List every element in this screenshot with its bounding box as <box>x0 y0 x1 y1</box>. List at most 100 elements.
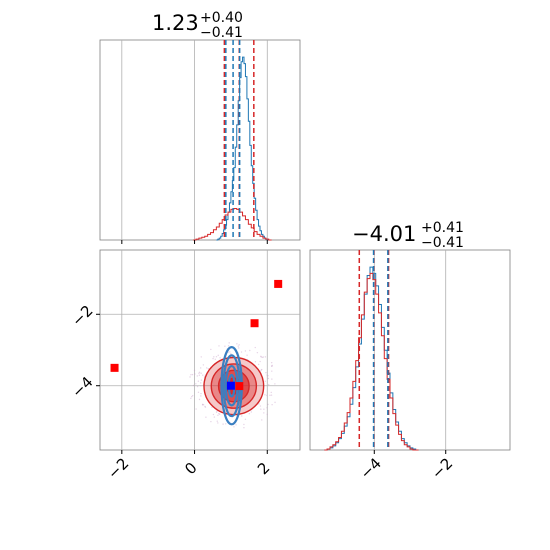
joint-scatter-point <box>262 356 264 358</box>
joint-scatter-point <box>205 367 208 369</box>
joint-scatter-point <box>217 422 219 424</box>
joint-scatter-point <box>212 357 214 360</box>
marginal-y-xtick-label: −2 <box>428 454 456 482</box>
joint-scatter-point <box>229 351 231 353</box>
joint-scatter-point <box>271 365 273 367</box>
joint-scatter-point <box>197 380 200 382</box>
joint-scatter-point <box>238 347 240 349</box>
joint-scatter-point <box>200 395 202 397</box>
joint-scatter-point <box>261 356 263 359</box>
joint-scatter-point <box>227 345 230 347</box>
joint-scatter-point <box>213 416 216 418</box>
joint-scatter-point <box>224 345 226 347</box>
joint-scatter-point <box>250 411 253 413</box>
joint-scatter-point <box>202 364 205 366</box>
joint-scatter-point <box>197 391 200 393</box>
joint-scatter-point <box>270 391 272 394</box>
joint-scatter-point <box>210 348 212 351</box>
joint-frame <box>99 249 301 451</box>
joint-scatter-point <box>190 397 192 400</box>
joint-scatter-point <box>260 356 262 358</box>
joint-scatter-point <box>267 377 270 380</box>
joint-scatter-point <box>248 413 251 415</box>
joint-scatter-point <box>271 364 273 367</box>
joint-scatter-point <box>211 406 213 408</box>
joint-scatter-point <box>266 413 268 416</box>
marginal-x-grid <box>121 40 268 240</box>
joint-scatter-point <box>190 374 192 376</box>
joint-scatter-point <box>200 385 202 387</box>
joint-panel: −2 0 2 −4 −2 <box>68 249 301 483</box>
joint-scatter-point <box>246 354 248 356</box>
joint-scatter-point <box>202 374 204 376</box>
joint-xtick-label: 0 <box>181 459 200 478</box>
marginal-y-histograms <box>324 266 419 451</box>
joint-scatter-point <box>256 351 259 354</box>
joint-scatter-point <box>196 385 199 388</box>
marginal-y-title-lower: −0.41 <box>421 235 464 251</box>
joint-scatter-point <box>200 392 202 395</box>
joint-scatter-point <box>265 371 267 374</box>
joint-scatter-point <box>225 423 227 425</box>
joint-ytick-label: −4 <box>68 373 96 401</box>
joint-scatter-point <box>213 356 215 358</box>
joint-scatter-point <box>271 370 273 372</box>
marginal-y-title-upper: +0.41 <box>421 220 464 236</box>
joint-scatter-point <box>233 426 235 428</box>
marginal-y-frame <box>309 249 511 451</box>
joint-scatter-point <box>241 415 243 417</box>
joint-scatter-point <box>195 383 197 385</box>
joint-scatter-point <box>254 361 257 363</box>
joint-xtick-label: 2 <box>254 459 273 478</box>
joint-scatter-point <box>200 382 202 384</box>
joint-scatter-point <box>266 407 268 409</box>
marginal-y-quantile-lines <box>358 250 390 450</box>
joint-scatter-point <box>271 403 273 406</box>
joint-truth-marker-red <box>274 279 283 288</box>
joint-scatter-point <box>217 354 219 357</box>
joint-scatter-point <box>243 423 245 426</box>
marginal-x-ticks <box>121 240 268 244</box>
joint-scatter-point <box>202 404 205 406</box>
joint-ytick-label: −2 <box>68 302 96 330</box>
joint-scatter-point <box>191 394 194 397</box>
joint-scatter-point <box>218 413 221 415</box>
joint-scatter-point <box>254 346 256 349</box>
joint-scatter-point <box>207 367 210 370</box>
marginal-x-frame <box>99 39 301 241</box>
marginal-x-title-upper: +0.40 <box>200 10 243 26</box>
joint-scatter-point <box>204 406 207 408</box>
joint-scatter-point <box>260 369 262 371</box>
joint-scatter-point <box>266 374 268 376</box>
joint-scatter-point <box>240 351 243 353</box>
joint-truth-marker-blue <box>226 381 235 390</box>
joint-scatter-point <box>194 373 196 375</box>
joint-scatter-point <box>238 344 240 346</box>
joint-scatter-point <box>192 384 195 387</box>
joint-scatter-point <box>230 353 232 355</box>
marginal-x-panel: 1.23 +0.40 −0.41 <box>99 10 301 244</box>
joint-markers <box>110 279 283 391</box>
joint-scatter-point <box>244 350 247 352</box>
joint-scatter-point <box>193 369 196 372</box>
joint-scatter-point <box>257 363 260 366</box>
joint-scatter-point <box>236 343 238 345</box>
joint-scatter-point <box>218 412 220 415</box>
joint-scatter-point <box>271 365 273 368</box>
marginal-y-title-value: −4.01 <box>352 222 416 246</box>
marginal-y-histogram-series-red <box>324 272 419 451</box>
joint-truth-marker-red <box>110 363 119 372</box>
joint-scatter-point <box>214 358 216 360</box>
joint-scatter-point <box>210 420 212 423</box>
joint-scatter-point <box>191 395 193 398</box>
joint-scatter-point <box>195 408 197 410</box>
joint-scatter-point <box>267 403 269 406</box>
joint-scatter-point <box>263 412 265 414</box>
joint-scatter-point <box>200 356 202 358</box>
joint-scatter-point <box>200 379 203 381</box>
joint-scatter-point <box>270 361 273 364</box>
joint-scatter-point <box>267 375 269 377</box>
joint-scatter-point <box>191 373 194 376</box>
joint-truth-marker-red <box>250 319 259 328</box>
